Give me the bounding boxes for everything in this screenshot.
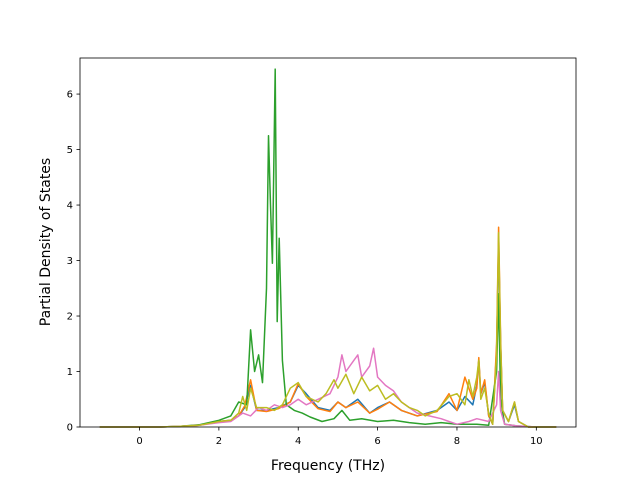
x-axis-ticks: 0 2 4 6 8 10 [136, 427, 543, 447]
y-tick-label: 1 [67, 367, 73, 378]
y-tick-label: 3 [67, 256, 73, 267]
x-tick-label: 10 [530, 436, 543, 447]
y-tick-label: 5 [67, 145, 73, 156]
y-tick-label: 4 [67, 201, 73, 212]
plot-frame [79, 57, 577, 428]
y-axis-ticks: 0 1 2 3 4 5 6 [67, 90, 80, 434]
x-tick-label: 2 [216, 436, 222, 447]
y-tick-label: 0 [67, 423, 73, 434]
series-layer [99, 68, 557, 428]
series-line-5 [99, 232, 557, 428]
x-tick-label: 0 [136, 436, 142, 447]
y-axis-label: Partial Density of States [38, 158, 54, 326]
x-tick-label: 4 [295, 436, 301, 447]
x-tick-label: 6 [374, 436, 380, 447]
y-tick-label: 2 [67, 312, 73, 323]
series-line-3 [99, 68, 557, 428]
x-tick-label: 8 [454, 436, 460, 447]
x-axis-label: Frequency (THz) [271, 458, 385, 474]
y-tick-label: 6 [67, 90, 73, 101]
